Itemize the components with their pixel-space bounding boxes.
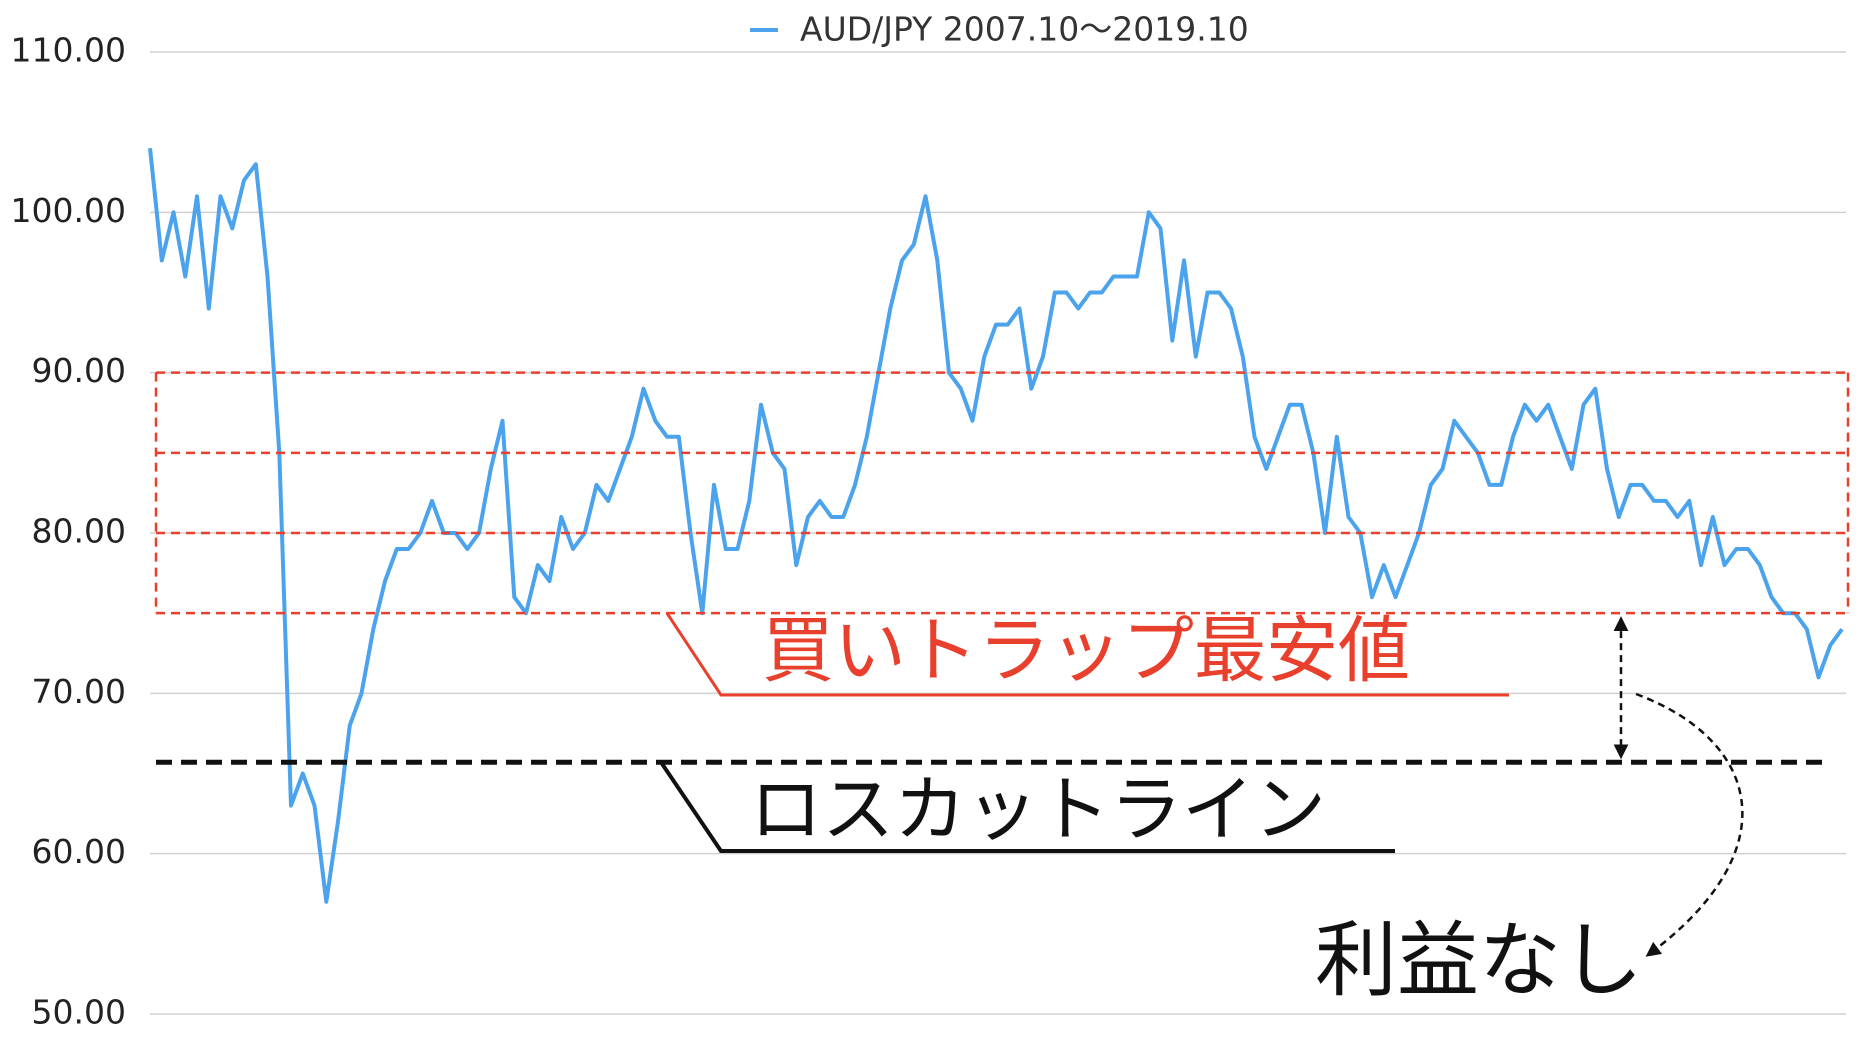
loss-cut-leader	[659, 761, 1395, 853]
y-tick-label: 80.00	[32, 512, 126, 551]
y-tick-label: 100.00	[11, 191, 126, 230]
no-profit-annotation: 利益なし	[1315, 913, 1643, 1008]
y-tick-label: 70.00	[32, 672, 126, 711]
trap-annotation: 買いトラップ最安値	[762, 609, 1410, 693]
y-tick-label: 90.00	[32, 351, 126, 390]
loss-cut-annotation: ロスカットライン	[750, 768, 1326, 852]
y-tick-label: 110.00	[11, 31, 126, 70]
y-tick-label: 60.00	[32, 832, 126, 871]
curve-arrow	[1635, 692, 1744, 957]
legend-label: AUD/JPY 2007.10〜2019.10	[800, 10, 1249, 49]
price-line	[148, 147, 1844, 904]
y-tick-label: 50.00	[32, 993, 126, 1032]
trap-leader	[665, 612, 1509, 697]
